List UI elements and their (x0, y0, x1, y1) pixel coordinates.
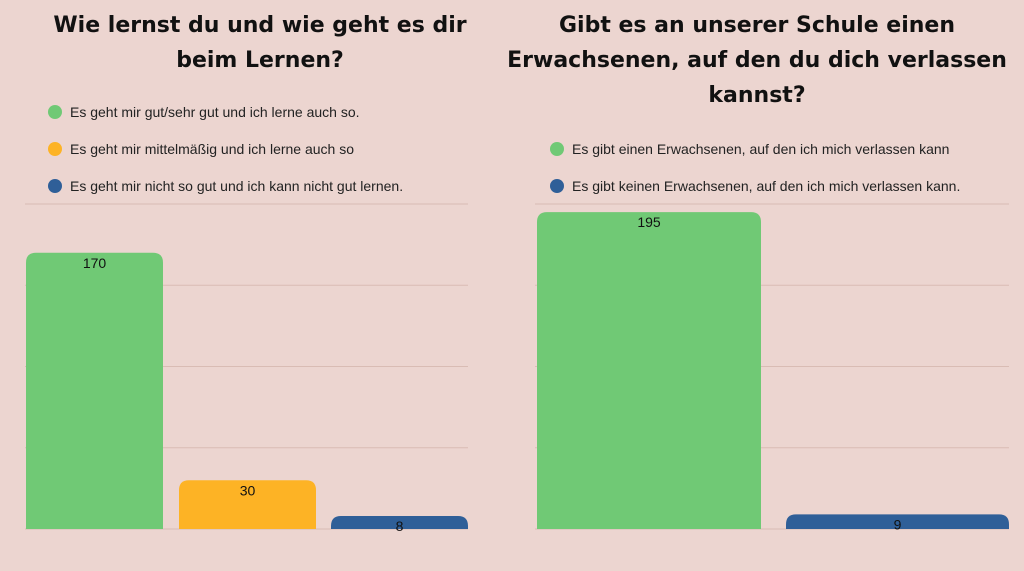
legend-item-yes: Es gibt einen Erwachsenen, auf den ich m… (550, 130, 960, 167)
legend-label-no: Es gibt keinen Erwachsenen, auf den ich … (572, 177, 961, 194)
chart-title-trust: Gibt es an unserer Schule einen Erwachse… (507, 13, 1007, 108)
chart-panel-learning: Wie lernst du und wie geht es dir beim L… (0, 0, 490, 571)
data-label: 30 (240, 482, 256, 498)
bar (786, 514, 1009, 529)
bar (331, 516, 468, 529)
legend-item-good: Es geht mir gut/sehr gut und ich lerne a… (48, 93, 403, 130)
legend-label-yes: Es gibt einen Erwachsenen, auf den ich m… (572, 140, 950, 157)
legend-item-no: Es gibt keinen Erwachsenen, auf den ich … (550, 167, 960, 204)
legend-swatch-blue (550, 178, 564, 193)
legend-learning: Es geht mir gut/sehr gut und ich lerne a… (48, 93, 403, 204)
data-label: 170 (83, 255, 107, 271)
legend-swatch-green (48, 104, 62, 119)
legend-label-good: Es geht mir gut/sehr gut und ich lerne a… (70, 103, 360, 120)
legend-item-bad: Es geht mir nicht so gut und ich kann ni… (48, 167, 403, 204)
bar (179, 480, 316, 529)
legend-item-medium: Es geht mir mittelmäßig und ich lerne au… (48, 130, 403, 167)
legend-swatch-blue (48, 178, 62, 193)
legend-trust: Es gibt einen Erwachsenen, auf den ich m… (550, 130, 960, 204)
bar (537, 212, 761, 529)
data-label: 8 (396, 518, 404, 534)
legend-label-bad: Es geht mir nicht so gut und ich kann ni… (70, 177, 404, 194)
legend-label-medium: Es geht mir mittelmäßig und ich lerne au… (70, 140, 355, 157)
legend-swatch-orange (48, 141, 62, 156)
legend-swatch-green (550, 141, 564, 156)
chart-title-learning: Wie lernst du und wie geht es dir beim L… (53, 13, 467, 73)
bar (26, 252, 163, 529)
data-label: 195 (637, 214, 661, 230)
data-label: 9 (894, 516, 902, 532)
chart-panel-trust: Gibt es an unserer Schule einen Erwachse… (490, 0, 1024, 571)
bar-chart-learning: 170 30 8 (25, 203, 468, 534)
